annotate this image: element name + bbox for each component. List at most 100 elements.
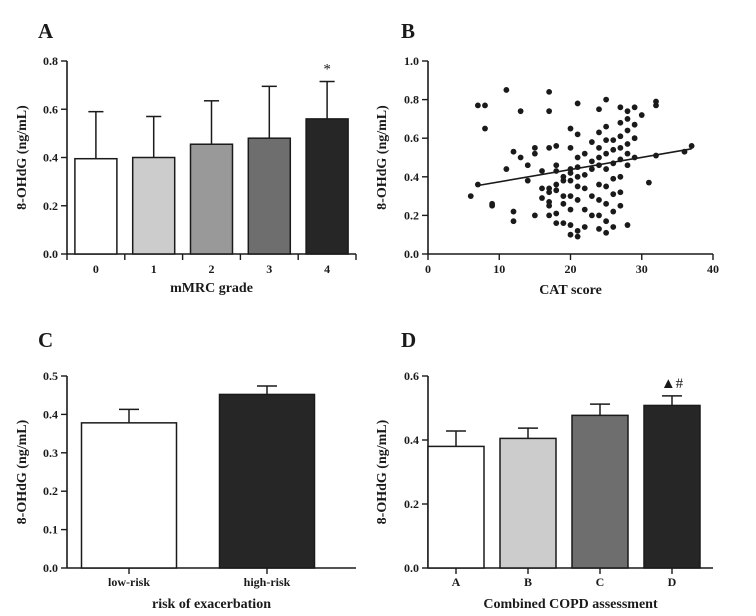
- data-point: [588, 139, 595, 145]
- panel-letter-d: D: [401, 328, 416, 352]
- data-point: [567, 125, 574, 132]
- data-point: [546, 108, 553, 115]
- y-axis-title: 8-OHdG (ng/mL): [15, 105, 30, 210]
- data-point: [581, 224, 588, 230]
- x-tick-label: 2: [209, 262, 215, 276]
- significance-marker: ▲#: [661, 376, 684, 392]
- data-point: [567, 193, 574, 200]
- data-point: [524, 177, 531, 184]
- x-tick-label: B: [524, 575, 532, 589]
- x-tick-label: low-risk: [108, 575, 150, 589]
- data-point: [553, 220, 560, 227]
- x-axis-title: risk of exacerbation: [152, 597, 271, 612]
- data-point: [596, 212, 602, 219]
- x-tick-label: 4: [324, 262, 330, 276]
- bar-0: [74, 157, 118, 255]
- data-point: [624, 222, 631, 228]
- data-point: [588, 212, 595, 219]
- y-tick-label: 0.4: [404, 433, 419, 447]
- data-point: [553, 187, 560, 194]
- y-tick-label: 0.0: [43, 561, 58, 575]
- data-point: [574, 100, 581, 107]
- panel-c: C 0.0 0.1 0.2 0.3 0.4 0.5 8-OHdG (ng/mL) risk of…: [15, 328, 356, 612]
- data-point: [617, 202, 624, 209]
- y-tick-label: 0.1: [43, 523, 58, 537]
- x-tick-label: 30: [636, 262, 648, 276]
- data-point: [524, 162, 531, 169]
- data-point: [596, 144, 602, 151]
- data-point: [624, 108, 631, 115]
- data-point: [617, 133, 624, 140]
- data-point: [596, 181, 602, 188]
- trend-line: [477, 148, 692, 187]
- data-point: [482, 125, 488, 132]
- data-point: [610, 191, 617, 198]
- y-tick-label: 0.2: [404, 208, 419, 222]
- y-tick-label: 0.8: [404, 93, 419, 107]
- data-point: [624, 141, 631, 147]
- data-point: [546, 212, 553, 219]
- data-point: [617, 189, 624, 196]
- data-point: [531, 144, 538, 151]
- y-tick-label: 0.2: [43, 199, 58, 213]
- x-axis-title: CAT score: [539, 283, 602, 298]
- data-point: [503, 87, 510, 93]
- y-axis-title: 8-OHdG (ng/mL): [375, 105, 390, 210]
- data-point: [553, 162, 560, 169]
- data-point: [596, 226, 602, 232]
- data-point: [553, 181, 560, 188]
- data-point: [517, 154, 524, 161]
- data-point: [560, 193, 567, 200]
- bar-d: [643, 404, 701, 569]
- y-tick-label: 1.0: [404, 54, 419, 68]
- x-tick-label: 1: [151, 262, 157, 276]
- y-tick-label: 0.5: [43, 369, 58, 383]
- data-point: [624, 116, 631, 122]
- data-point: [510, 148, 517, 155]
- data-point: [567, 206, 574, 213]
- data-point: [539, 168, 545, 174]
- data-point: [567, 222, 574, 228]
- significance-marker: *: [323, 62, 331, 78]
- data-point: [553, 210, 560, 217]
- x-tick-label: C: [596, 575, 605, 589]
- data-point: [546, 144, 553, 151]
- data-point: [574, 183, 581, 190]
- panel-letter-a: A: [38, 19, 54, 43]
- data-point: [574, 131, 581, 138]
- y-tick-label: 0.6: [404, 369, 419, 383]
- data-point: [603, 123, 610, 130]
- data-point: [567, 177, 574, 184]
- bar-low-risk: [80, 422, 178, 569]
- data-point: [546, 202, 553, 209]
- panel-letter-c: C: [38, 328, 53, 352]
- bar-3: [247, 137, 292, 255]
- data-point: [624, 162, 631, 169]
- data-point: [574, 227, 581, 234]
- data-point: [482, 102, 488, 109]
- data-point: [610, 146, 617, 153]
- data-point: [610, 208, 617, 215]
- bar-4: [305, 118, 349, 255]
- bar-high-risk: [218, 393, 316, 569]
- data-point: [603, 200, 610, 207]
- data-point: [617, 173, 624, 180]
- data-point: [489, 200, 496, 207]
- data-point: [503, 166, 510, 172]
- data-point: [631, 121, 638, 128]
- y-tick-label: 0.0: [43, 247, 58, 261]
- data-point: [560, 220, 567, 227]
- data-point: [624, 150, 631, 157]
- bar-c: [571, 414, 629, 569]
- data-point: [546, 88, 553, 95]
- x-tick-label: 40: [707, 262, 719, 276]
- data-point: [631, 135, 638, 142]
- data-point: [596, 106, 602, 113]
- data-point: [531, 150, 538, 157]
- data-point: [581, 171, 588, 178]
- y-tick-label: 0.3: [43, 446, 58, 460]
- data-point: [574, 154, 581, 161]
- data-point: [560, 200, 567, 207]
- panel-letter-b: B: [401, 19, 415, 43]
- data-point: [610, 137, 617, 144]
